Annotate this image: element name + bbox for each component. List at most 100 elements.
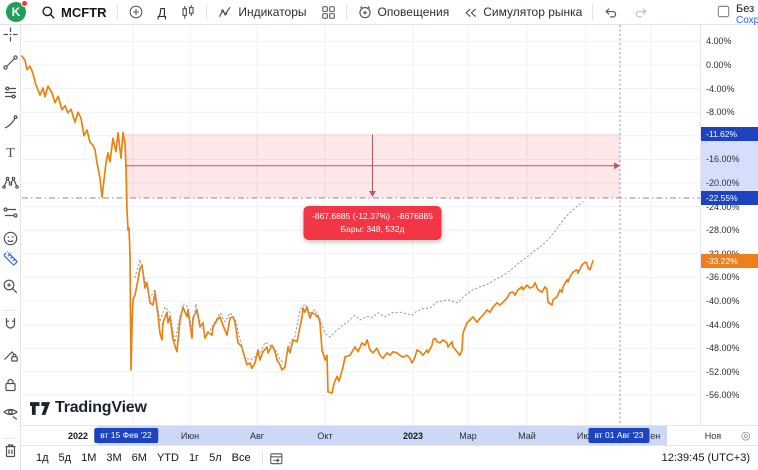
alert-clock-icon (358, 6, 371, 19)
interval-range-button-1[interactable]: 5д (54, 450, 77, 466)
date-range-buttons: 1д 5д 1М 3М 6М YTD 1г 5л Все (31, 450, 256, 466)
time-axis[interactable]: 2022 Июн Авг Окт 2023 Мар Май Июл Сен Ноя вт 15 Фе… (21, 425, 758, 446)
last-price-badge: -33.22% (701, 253, 758, 268)
ruler-tool[interactable] (1, 247, 20, 269)
avatar-letter: K (11, 5, 21, 19)
simulator-label: Симулятор рынка (483, 5, 583, 19)
price-tick-label: -24.00% (706, 201, 740, 212)
measure-tooltip: -867.6885 (-12.37%) , -8676885 Бары: 348… (303, 206, 442, 241)
tradingview-logo-icon (30, 401, 50, 415)
time-tick-label: Окт (317, 431, 333, 441)
time-tick-label: Июл (576, 431, 596, 441)
interval-range-button-4[interactable]: 6М (127, 450, 152, 466)
layout-name[interactable]: Без на (736, 3, 758, 15)
price-tick-label: 4.00% (706, 36, 732, 47)
time-tick-label: Авг (249, 431, 265, 441)
price-line-series[interactable] (21, 55, 594, 394)
toolbar-separator (206, 4, 208, 20)
price-range-shade (701, 133, 758, 199)
measure-arrows (125, 134, 620, 198)
toolbar-separator (592, 4, 594, 20)
grid-layout-icon (321, 5, 335, 19)
toolbar-separator (116, 4, 118, 20)
zoom-in-tool[interactable] (1, 275, 20, 297)
interval-label: Д (157, 4, 167, 20)
tradingview-watermark: TradingView (30, 399, 147, 417)
layout-grid-button[interactable] (314, 0, 343, 24)
layout-cluster: Без на Сохр (717, 0, 758, 26)
lock-all-tool[interactable] (1, 373, 20, 395)
account-avatar[interactable]: K (6, 0, 28, 22)
measure-bars: Бары: 348, 532д (340, 224, 405, 235)
hide-drawings-tool[interactable] (1, 401, 20, 423)
magnet-tool-icon (5, 317, 16, 329)
time-tick-label: Июн (180, 431, 200, 441)
toolbar-separator (345, 4, 347, 20)
measure-end-date-badge: вт 01 Авг '23 (588, 428, 650, 443)
measure-start-date-badge: вт 15 Фев '22 (94, 428, 158, 443)
interval-range-button-3[interactable]: 3М (101, 450, 126, 466)
interval-button[interactable]: Д (151, 0, 174, 24)
interval-range-button-6[interactable]: 1г (184, 450, 204, 466)
calendar-goto-icon (269, 452, 283, 464)
time-tick-label: 2023 (402, 431, 424, 441)
interval-range-button-7[interactable]: 5л (204, 450, 227, 466)
interval-range-button-8[interactable]: Все (227, 450, 256, 466)
drawing-lock-tool[interactable] (1, 343, 20, 365)
layout-checkbox-icon[interactable] (717, 5, 730, 18)
compare-button[interactable] (121, 0, 151, 24)
indicators-label: Индикаторы (238, 5, 307, 19)
redo-icon (636, 8, 647, 18)
price-tick-label: -4.00% (706, 83, 735, 94)
hide-drawings-tool-icon (3, 408, 18, 420)
ruler-tool-icon (3, 251, 18, 265)
trend-line-tool[interactable] (1, 51, 20, 73)
goto-date-button[interactable] (269, 451, 284, 466)
interval-range-button-5[interactable]: YTD (152, 450, 184, 466)
fib-retracement-tool[interactable] (1, 81, 20, 103)
magnet-tool[interactable] (1, 313, 20, 335)
brush-tool[interactable] (1, 111, 20, 133)
price-tick-label: -28.00% (706, 225, 740, 236)
price-axis[interactable]: 4.00% 0.00% -4.00% -8.00% -16.00% -20.00% -24.… (700, 25, 758, 425)
pattern-xabcd-tool-icon (2, 176, 19, 189)
projection-tool[interactable] (1, 201, 20, 223)
price-tick-label: -40.00% (706, 296, 740, 306)
text-tool[interactable]: T (1, 141, 20, 163)
chart-style-button[interactable] (173, 0, 203, 24)
range-top-badge: -11.62% (701, 126, 758, 141)
drawing-toolbar: T (0, 25, 21, 470)
pattern-xabcd-tool[interactable] (1, 171, 20, 193)
emoji-tool[interactable] (1, 227, 20, 249)
crosshair-tool[interactable] (1, 23, 20, 45)
price-tick-label: -36.00% (706, 272, 740, 283)
price-tick-label: 0.00% (706, 60, 732, 70)
save-layout-link[interactable]: Сохр (736, 15, 758, 26)
remove-drawings-tool[interactable] (1, 439, 20, 461)
price-tick-label: -20.00% (706, 178, 740, 188)
svg-text:T: T (6, 146, 15, 161)
reference-dotted-series[interactable] (134, 201, 584, 364)
drawing-lock-tool-icon (4, 350, 18, 362)
interval-range-button-0[interactable]: 1д (31, 450, 54, 466)
text-tool-icon: T (6, 146, 15, 161)
market-simulator-button[interactable]: Симулятор рынка (456, 0, 589, 24)
time-tick-label: Сен (643, 431, 661, 441)
symbol-search-button[interactable]: MCFTR (34, 0, 114, 24)
projection-tool-icon (3, 206, 18, 218)
selection-band (97, 426, 667, 446)
indicators-button[interactable]: Индикаторы (210, 0, 313, 24)
sidebar-separator (3, 310, 18, 311)
symbol-label: MCFTR (61, 4, 107, 20)
clock-timezone[interactable]: 12:39:45 (UTC+3) (661, 452, 750, 464)
price-tick-label: -48.00% (706, 343, 740, 354)
interval-range-button-2[interactable]: 1М (76, 450, 101, 466)
alerts-button[interactable]: Оповещения (350, 0, 457, 24)
undo-button[interactable] (596, 0, 626, 24)
redo-button[interactable] (626, 0, 656, 24)
indicators-icon (219, 6, 231, 18)
crosshair-tool-icon (3, 27, 18, 41)
time-axis-target-icon[interactable]: ◎ (741, 430, 751, 442)
